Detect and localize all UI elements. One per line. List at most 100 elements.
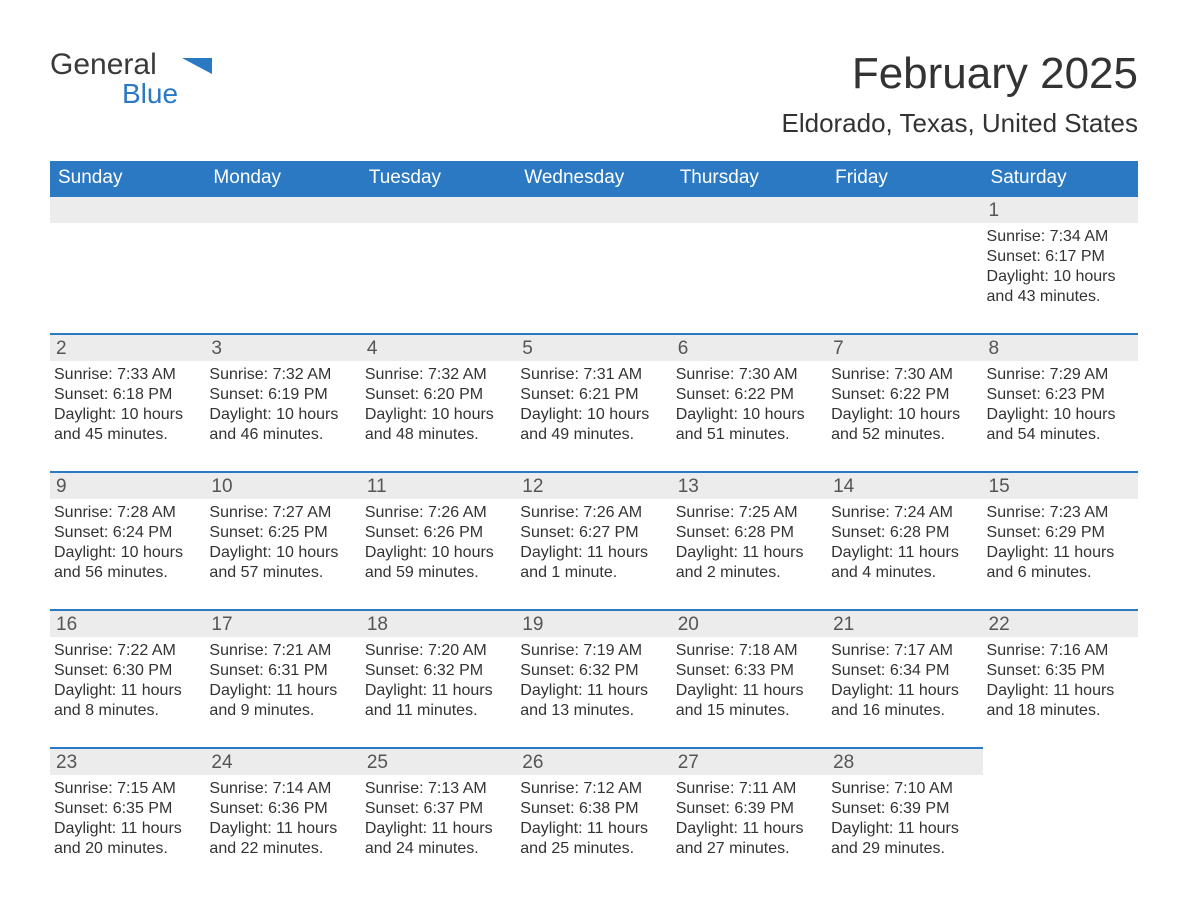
day-ss: Sunset: 6:32 PM [365,661,510,681]
day-cell [361,223,516,333]
day-dl1: Daylight: 11 hours [209,681,354,701]
day-number: 9 [50,471,205,499]
day-dl2: and 56 minutes. [54,563,199,583]
day-sr: Sunrise: 7:11 AM [676,779,821,799]
day-dl1: Daylight: 11 hours [676,681,821,701]
day-cell: Sunrise: 7:22 AMSunset: 6:30 PMDaylight:… [50,637,205,747]
day-number: 27 [672,747,827,775]
day-sr: Sunrise: 7:31 AM [520,365,665,385]
day-ss: Sunset: 6:27 PM [520,523,665,543]
day-dl1: Daylight: 11 hours [520,543,665,563]
brand-part2: Blue [122,78,178,109]
day-ss: Sunset: 6:22 PM [676,385,821,405]
day-number: 22 [983,609,1138,637]
day-sr: Sunrise: 7:20 AM [365,641,510,661]
day-number: 21 [827,609,982,637]
day-dl2: and 22 minutes. [209,839,354,859]
day-cell: Sunrise: 7:31 AMSunset: 6:21 PMDaylight:… [516,361,671,471]
day-dl1: Daylight: 10 hours [676,405,821,425]
day-sr: Sunrise: 7:29 AM [987,365,1132,385]
day-dl2: and 4 minutes. [831,563,976,583]
day-info: Sunrise: 7:30 AMSunset: 6:22 PMDaylight:… [676,361,821,445]
day-number: 1 [983,195,1138,223]
day-sr: Sunrise: 7:26 AM [520,503,665,523]
day-number: 8 [983,333,1138,361]
day-cell: Sunrise: 7:32 AMSunset: 6:20 PMDaylight:… [361,361,516,471]
day-info: Sunrise: 7:25 AMSunset: 6:28 PMDaylight:… [676,499,821,583]
day-number: 25 [361,747,516,775]
day-info: Sunrise: 7:10 AMSunset: 6:39 PMDaylight:… [831,775,976,859]
day-info: Sunrise: 7:22 AMSunset: 6:30 PMDaylight:… [54,637,199,721]
day-sr: Sunrise: 7:18 AM [676,641,821,661]
column-header: Friday [827,161,982,195]
column-header: Wednesday [516,161,671,195]
day-cell [672,223,827,333]
day-dl1: Daylight: 10 hours [365,543,510,563]
day-dl2: and 54 minutes. [987,425,1132,445]
day-cell: Sunrise: 7:20 AMSunset: 6:32 PMDaylight:… [361,637,516,747]
day-sr: Sunrise: 7:26 AM [365,503,510,523]
day-dl1: Daylight: 11 hours [676,543,821,563]
day-number: 17 [205,609,360,637]
week-daynum-row: 232425262728 [50,747,1138,775]
day-ss: Sunset: 6:37 PM [365,799,510,819]
day-sr: Sunrise: 7:33 AM [54,365,199,385]
week-info-row: Sunrise: 7:33 AMSunset: 6:18 PM Daylight:… [50,361,1138,471]
day-dl2: and 9 minutes. [209,701,354,721]
day-sr: Sunrise: 7:27 AM [209,503,354,523]
day-ss: Sunset: 6:26 PM [365,523,510,543]
calendar-body: 1Sunrise: 7:34 AMSunset: 6:17 PMDaylight… [50,195,1138,885]
day-info: Sunrise: 7:26 AMSunset: 6:26 PMDaylight:… [365,499,510,583]
brand-part1: General [50,48,157,81]
day-info: Sunrise: 7:21 AMSunset: 6:31 PMDaylight:… [209,637,354,721]
day-info: Sunrise: 7:33 AMSunset: 6:18 PMDaylight:… [54,361,199,445]
day-dl1: Daylight: 11 hours [831,681,976,701]
day-cell: Sunrise: 7:13 AMSunset: 6:37 PMDaylight:… [361,775,516,885]
day-dl1: Daylight: 11 hours [54,819,199,839]
day-number: 12 [516,471,671,499]
day-cell: Sunrise: 7:27 AMSunset: 6:25 PMDaylight:… [205,499,360,609]
day-ss: Sunset: 6:18 PM [54,385,199,405]
day-sr: Sunrise: 7:30 AM [831,365,976,385]
day-dl1: Daylight: 11 hours [520,681,665,701]
day-sr: Sunrise: 7:14 AM [209,779,354,799]
day-dl1: Daylight: 11 hours [365,819,510,839]
day-sr: Sunrise: 7:12 AM [520,779,665,799]
day-dl2: and 27 minutes. [676,839,821,859]
day-info: Sunrise: 7:15 AMSunset: 6:35 PMDaylight:… [54,775,199,859]
day-info: Sunrise: 7:34 AMSunset: 6:17 PMDaylight:… [987,223,1132,307]
day-dl1: Daylight: 11 hours [987,681,1132,701]
day-number: 6 [672,333,827,361]
day-sr: Sunrise: 7:17 AM [831,641,976,661]
day-ss: Sunset: 6:24 PM [54,523,199,543]
day-dl2: and 24 minutes. [365,839,510,859]
day-sr: Sunrise: 7:22 AM [54,641,199,661]
week-info-row: Sunrise: 7:34 AMSunset: 6:17 PMDaylight:… [50,223,1138,333]
day-number [516,195,671,223]
day-dl1: Daylight: 11 hours [365,681,510,701]
day-ss: Sunset: 6:38 PM [520,799,665,819]
day-number: 20 [672,609,827,637]
day-sr: Sunrise: 7:23 AM [987,503,1132,523]
day-sr: Sunrise: 7:10 AM [831,779,976,799]
day-info: Sunrise: 7:17 AMSunset: 6:34 PMDaylight:… [831,637,976,721]
day-dl1: Daylight: 10 hours [987,405,1132,425]
day-info: Sunrise: 7:12 AMSunset: 6:38 PMDaylight:… [520,775,665,859]
day-dl2: and 2 minutes. [676,563,821,583]
day-cell: Sunrise: 7:10 AMSunset: 6:39 PMDaylight:… [827,775,982,885]
day-sr: Sunrise: 7:19 AM [520,641,665,661]
day-cell: Sunrise: 7:34 AMSunset: 6:17 PMDaylight:… [983,223,1138,333]
day-number [50,195,205,223]
day-dl2: and 1 minute. [520,563,665,583]
day-info: Sunrise: 7:28 AMSunset: 6:24 PMDaylight:… [54,499,199,583]
day-cell [50,223,205,333]
day-ss: Sunset: 6:19 PM [209,385,354,405]
day-info: Sunrise: 7:11 AMSunset: 6:39 PMDaylight:… [676,775,821,859]
day-info: Sunrise: 7:27 AMSunset: 6:25 PMDaylight:… [209,499,354,583]
day-number: 11 [361,471,516,499]
day-number [672,195,827,223]
day-dl2: and 52 minutes. [831,425,976,445]
day-cell: Sunrise: 7:18 AMSunset: 6:33 PMDaylight:… [672,637,827,747]
day-cell: Sunrise: 7:23 AMSunset: 6:29 PMDaylight:… [983,499,1138,609]
day-number: 23 [50,747,205,775]
